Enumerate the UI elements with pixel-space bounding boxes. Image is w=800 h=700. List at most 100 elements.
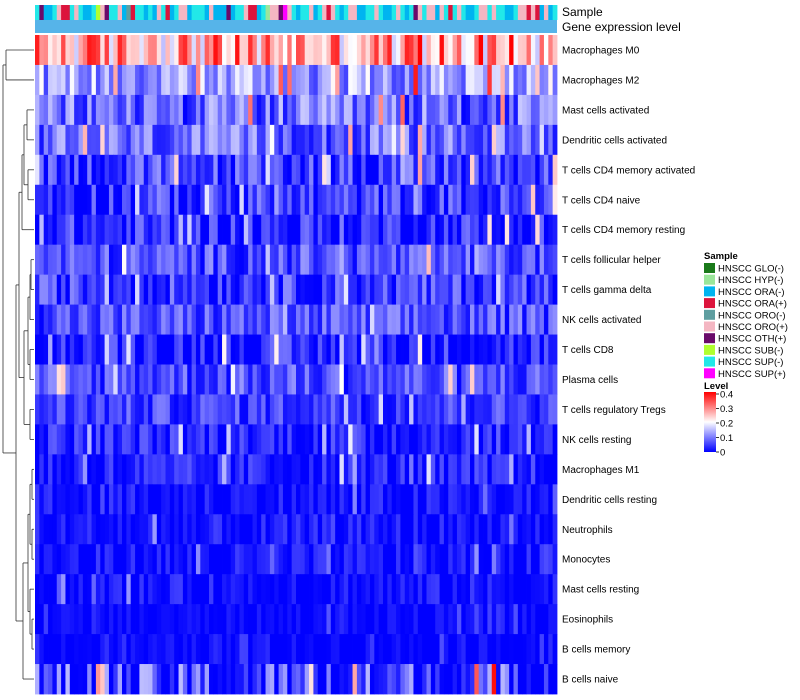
level-annotation-strip xyxy=(35,20,557,33)
heatmap-cell xyxy=(239,35,245,66)
heatmap-cell xyxy=(252,664,258,695)
heatmap-cell xyxy=(161,604,166,635)
heatmap-cell xyxy=(274,124,279,156)
heatmap-cell xyxy=(256,274,262,305)
heatmap-cell xyxy=(343,574,349,605)
heatmap-cell xyxy=(265,154,271,186)
sample-annotation-cell xyxy=(265,5,271,20)
heatmap-cell xyxy=(200,514,206,545)
heatmap-cell xyxy=(117,454,123,485)
heatmap-cell xyxy=(191,184,197,216)
heatmap-cell xyxy=(82,424,88,455)
heatmap-cell xyxy=(356,634,362,665)
heatmap-cell xyxy=(91,364,97,395)
heatmap-cell xyxy=(252,364,258,395)
heatmap-cell xyxy=(104,604,110,635)
heatmap-cell xyxy=(122,454,127,485)
sample-annotation-cell xyxy=(243,5,249,20)
heatmap-cell xyxy=(435,214,440,246)
heatmap-cell xyxy=(504,454,510,485)
heatmap-cell xyxy=(191,484,197,515)
heatmap-cell xyxy=(300,214,306,246)
heatmap-cell xyxy=(256,454,262,485)
heatmap-cell xyxy=(326,514,332,545)
heatmap-cell xyxy=(448,214,453,246)
heatmap-cell xyxy=(409,214,414,246)
heatmap-cell xyxy=(478,274,484,305)
heatmap-cell xyxy=(474,424,480,455)
heatmap-cell xyxy=(135,484,140,515)
heatmap-cell xyxy=(548,664,554,695)
heatmap-cell xyxy=(248,484,253,515)
heatmap-cell xyxy=(174,334,179,365)
heatmap-cell xyxy=(135,454,140,485)
heatmap-cell xyxy=(348,664,353,695)
sample-annotation-cell xyxy=(248,5,253,20)
heatmap-cell xyxy=(69,514,75,545)
heatmap-cell xyxy=(48,574,53,605)
heatmap-cell xyxy=(195,35,201,66)
heatmap-cell xyxy=(209,364,214,395)
heatmap-cell xyxy=(374,544,380,575)
heatmap-cell xyxy=(204,184,210,216)
heatmap-cell xyxy=(522,154,527,186)
level-legend-title: Level xyxy=(704,381,728,392)
heatmap-cell xyxy=(152,334,158,365)
heatmap-cell xyxy=(178,124,184,156)
heatmap-cell xyxy=(165,334,171,365)
heatmap-cell xyxy=(52,304,58,335)
heatmap-cell xyxy=(426,274,432,305)
heatmap-cell xyxy=(252,634,258,665)
heatmap-cell xyxy=(539,304,545,335)
heatmap-cell xyxy=(326,364,332,395)
heatmap-cell xyxy=(187,604,192,635)
heatmap-cell xyxy=(248,394,253,425)
heatmap-cell xyxy=(430,214,436,246)
heatmap-cell xyxy=(335,94,340,126)
heatmap-cell xyxy=(278,424,284,455)
heatmap-cell xyxy=(222,454,227,485)
heatmap-cell xyxy=(291,214,297,246)
heatmap-cell xyxy=(526,514,532,545)
heatmap-cell xyxy=(530,184,536,216)
heatmap-cell xyxy=(478,424,484,455)
heatmap-cell xyxy=(296,154,301,186)
heatmap-cell xyxy=(87,394,92,425)
heatmap-cell xyxy=(378,64,384,96)
heatmap-cell xyxy=(165,304,171,335)
heatmap-cell xyxy=(178,304,184,335)
sample-legend-swatch xyxy=(704,344,715,355)
heatmap-cell xyxy=(108,304,114,335)
heatmap-cell xyxy=(391,454,397,485)
heatmap-cell xyxy=(369,154,375,186)
heatmap-cell xyxy=(74,334,79,365)
heatmap-cell xyxy=(491,274,497,305)
heatmap-cell xyxy=(204,304,210,335)
level-tick-label: 0 xyxy=(720,448,725,459)
heatmap-cell xyxy=(356,244,362,276)
heatmap-cell xyxy=(439,244,445,276)
heatmap-cell xyxy=(52,664,58,695)
heatmap-cell xyxy=(274,184,279,216)
heatmap-cell xyxy=(69,304,75,335)
heatmap-cell xyxy=(348,364,353,395)
heatmap-cell xyxy=(222,634,227,665)
heatmap-cell xyxy=(452,334,458,365)
heatmap-cell xyxy=(374,394,380,425)
heatmap-cell xyxy=(48,184,53,216)
sample-annotation-cell xyxy=(213,5,219,20)
heatmap-cell xyxy=(326,304,332,335)
heatmap-cell xyxy=(39,664,45,695)
heatmap-cell xyxy=(43,634,49,665)
sample-legend-label: HNSCC ORA(-) xyxy=(718,287,785,298)
heatmap-cell xyxy=(117,664,123,695)
heatmap-cell xyxy=(509,214,514,246)
heatmap-cell xyxy=(191,454,197,485)
heatmap-cell xyxy=(435,514,440,545)
heatmap-cell xyxy=(500,454,506,485)
sample-annotation-cell xyxy=(287,5,293,20)
sample-annotation-cell xyxy=(161,5,166,20)
sample-legend-swatch xyxy=(704,368,715,379)
heatmap-cell xyxy=(300,544,306,575)
heatmap-cell xyxy=(352,634,358,665)
